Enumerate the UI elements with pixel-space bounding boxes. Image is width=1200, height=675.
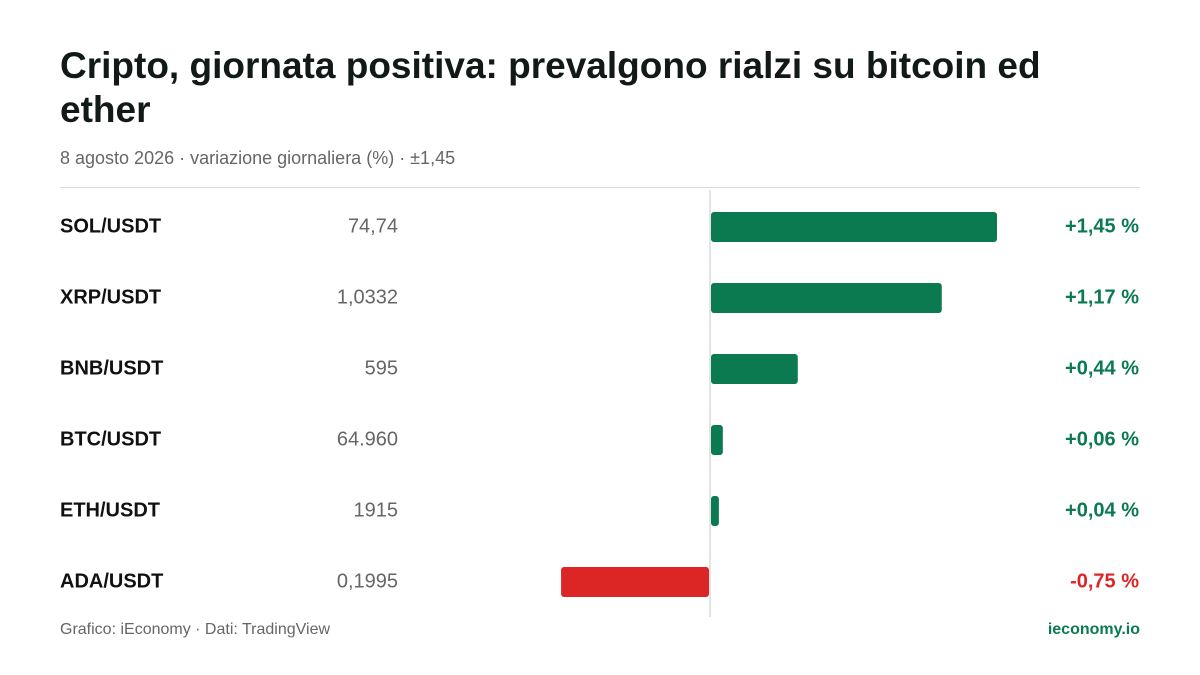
price-label: 0,1995 [337,570,398,592]
header-divider [60,187,1140,188]
bar [561,567,709,597]
price-label: 74,74 [348,215,398,237]
value-label: +0,04 % [1065,499,1139,521]
price-label: 1,0332 [337,286,398,308]
chart-title: Cripto, giornata positiva: prevalgono ri… [60,45,1041,130]
price-label: 64.960 [337,428,398,450]
price-label: 1915 [354,499,399,521]
category-label: ADA/USDT [60,570,163,592]
bar [711,212,997,242]
bar [711,496,719,526]
bar [711,425,723,455]
footer-source: Grafico: iEconomy · Dati: TradingView [60,621,331,638]
price-label: 595 [365,357,398,379]
bar [711,354,798,384]
value-label: -0,75 % [1070,570,1139,592]
footer-brand-link[interactable]: ieconomy.io [1047,621,1140,638]
value-label: +0,44 % [1065,357,1139,379]
category-label: BNB/USDT [60,357,163,379]
category-label: SOL/USDT [60,215,161,237]
chart-subtitle: 8 agosto 2026 · variazione giornaliera (… [60,148,456,168]
value-label: +1,17 % [1065,286,1139,308]
category-label: XRP/USDT [60,286,161,308]
bar [711,283,942,313]
value-label: +1,45 % [1065,215,1139,237]
category-label: BTC/USDT [60,428,161,450]
value-label: +0,06 % [1065,428,1139,450]
category-label: ETH/USDT [60,499,160,521]
